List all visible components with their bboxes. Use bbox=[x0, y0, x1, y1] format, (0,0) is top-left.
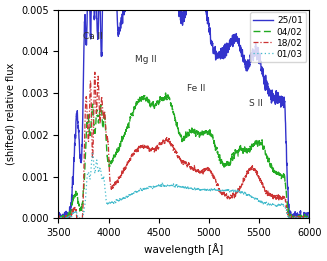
04/02 bbox=[164, 91, 168, 94]
18/02 bbox=[306, 217, 310, 220]
Line: 25/01: 25/01 bbox=[59, 10, 308, 218]
25/01 bbox=[85, 8, 89, 11]
18/02 bbox=[301, 216, 305, 219]
01/03 bbox=[85, 177, 89, 180]
Text: Fe II: Fe II bbox=[187, 84, 205, 93]
25/01 bbox=[163, 8, 167, 11]
25/01 bbox=[57, 216, 60, 220]
01/03 bbox=[100, 177, 104, 180]
18/02 bbox=[152, 150, 156, 153]
Line: 18/02: 18/02 bbox=[59, 72, 308, 218]
25/01 bbox=[85, 23, 89, 26]
01/03 bbox=[152, 185, 156, 188]
Line: 01/03: 01/03 bbox=[59, 153, 308, 218]
01/03 bbox=[91, 152, 95, 155]
25/01 bbox=[152, 8, 156, 11]
18/02 bbox=[100, 97, 104, 100]
04/02 bbox=[301, 217, 305, 220]
01/03 bbox=[301, 216, 305, 219]
04/02 bbox=[85, 122, 89, 125]
04/02 bbox=[57, 216, 60, 219]
01/03 bbox=[163, 185, 167, 188]
Y-axis label: (shifted) relative flux: (shifted) relative flux bbox=[6, 63, 16, 165]
18/02 bbox=[163, 139, 167, 142]
Text: Ca II: Ca II bbox=[82, 32, 102, 41]
04/02 bbox=[306, 217, 310, 220]
04/02 bbox=[57, 217, 60, 220]
04/02 bbox=[163, 97, 167, 100]
18/02 bbox=[93, 71, 97, 74]
25/01 bbox=[301, 217, 305, 220]
25/01 bbox=[306, 212, 310, 215]
25/01 bbox=[100, 46, 104, 50]
Legend: 25/01, 04/02, 18/02, 01/03: 25/01, 04/02, 18/02, 01/03 bbox=[250, 12, 306, 62]
01/03 bbox=[57, 217, 60, 220]
04/02 bbox=[152, 107, 156, 110]
X-axis label: wavelength [Å]: wavelength [Å] bbox=[144, 244, 223, 256]
Text: Mg II: Mg II bbox=[135, 55, 156, 64]
18/02 bbox=[275, 195, 279, 198]
25/01 bbox=[275, 96, 279, 99]
01/03 bbox=[306, 217, 310, 220]
18/02 bbox=[85, 109, 89, 112]
04/02 bbox=[275, 172, 279, 175]
18/02 bbox=[57, 217, 61, 220]
01/03 bbox=[57, 216, 60, 220]
25/01 bbox=[57, 217, 60, 220]
18/02 bbox=[57, 216, 60, 219]
Line: 04/02: 04/02 bbox=[59, 93, 308, 218]
Text: S II: S II bbox=[249, 99, 263, 108]
04/02 bbox=[100, 112, 104, 116]
01/03 bbox=[275, 204, 279, 207]
